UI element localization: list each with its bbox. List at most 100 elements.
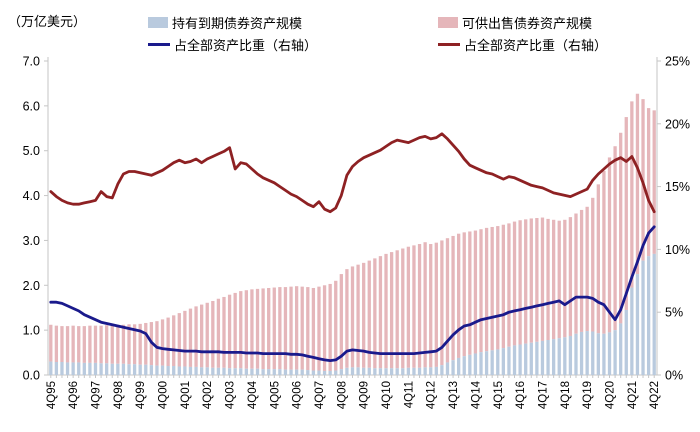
- bar-htm: [267, 369, 271, 375]
- y-left-tick-label: 0.0: [23, 369, 40, 383]
- bar-afs: [563, 219, 567, 338]
- bar-afs: [255, 288, 260, 369]
- legend-label: 占全部资产比重（右轴）: [464, 38, 608, 53]
- y-left-tick-label: 2.0: [23, 279, 40, 293]
- bar-htm: [177, 366, 181, 375]
- bar-htm: [339, 369, 343, 375]
- legend-swatch-htm-bar-icon: [148, 17, 168, 28]
- bar-afs: [138, 323, 142, 365]
- bar-afs: [127, 324, 131, 365]
- x-tick-label: 4Q15: [493, 381, 505, 409]
- y-left-tick-label: 1.0: [23, 324, 40, 338]
- x-tick-label: 4Q01: [180, 381, 192, 409]
- bar-htm: [440, 365, 444, 375]
- x-tick-label: 4Q18: [560, 381, 572, 409]
- bar-afs: [362, 262, 366, 368]
- bar-afs: [468, 231, 472, 355]
- bar-htm: [261, 369, 265, 375]
- bar-afs: [261, 288, 265, 370]
- legend-swatch-afs-bar-icon: [438, 17, 458, 28]
- bar-htm: [211, 367, 215, 375]
- bar-htm: [183, 366, 187, 375]
- bar-htm: [172, 366, 176, 375]
- bar-htm: [110, 363, 114, 375]
- bar-htm: [121, 363, 126, 375]
- bar-afs: [239, 291, 243, 369]
- x-tick-label: 4Q04: [247, 380, 259, 409]
- bar-htm: [613, 330, 617, 375]
- bar-htm: [602, 333, 606, 375]
- bar-afs: [652, 110, 656, 254]
- bar-afs: [579, 209, 584, 332]
- bar-htm: [105, 363, 109, 375]
- bar-htm: [65, 362, 70, 375]
- bar-afs: [155, 321, 159, 366]
- bar-afs: [60, 326, 64, 362]
- y-right-tick-label: 15%: [665, 180, 690, 194]
- bar-htm: [127, 364, 131, 375]
- bar-htm: [328, 370, 332, 375]
- bar-htm: [373, 368, 377, 375]
- bar-afs: [99, 325, 103, 364]
- x-tick-label: 4Q13: [448, 381, 460, 409]
- bar-htm: [574, 333, 578, 375]
- bar-afs: [105, 325, 109, 364]
- bar-htm: [652, 253, 656, 375]
- bar-htm: [607, 332, 612, 375]
- y-left-tick-label: 7.0: [23, 55, 40, 69]
- legend-item-afs-share-line: 占全部资产比重（右轴）: [438, 35, 607, 54]
- bar-htm: [132, 364, 137, 375]
- bar-htm: [490, 350, 494, 375]
- bar-htm: [451, 360, 455, 375]
- x-tick-label: 4Q21: [627, 381, 639, 409]
- bar-afs: [535, 218, 539, 342]
- bar-afs: [88, 325, 92, 363]
- y-left-tick-label: 3.0: [23, 234, 40, 248]
- bar-htm: [311, 370, 316, 375]
- bar-afs: [401, 248, 405, 369]
- bar-htm: [289, 369, 293, 375]
- bar-htm: [233, 368, 237, 375]
- bar-afs: [272, 287, 276, 370]
- bar-htm: [317, 370, 321, 375]
- bar-afs: [54, 325, 59, 362]
- bar-htm: [585, 331, 589, 375]
- bar-afs: [479, 229, 483, 353]
- bar-htm: [630, 287, 634, 375]
- bar-htm: [362, 367, 366, 375]
- x-tick-label: 4Q96: [68, 381, 80, 409]
- bar-htm: [144, 364, 148, 375]
- bar-htm: [591, 331, 595, 375]
- bar-afs: [144, 322, 148, 365]
- bar-afs: [183, 310, 187, 367]
- bar-afs: [440, 240, 444, 366]
- bar-afs: [423, 242, 427, 368]
- bar-afs: [132, 324, 137, 365]
- bar-afs: [646, 108, 651, 257]
- bar-htm: [512, 345, 517, 375]
- legend-swatch-afs-line-icon: [438, 43, 460, 46]
- bar-afs: [373, 258, 377, 369]
- y-left-tick-label: 5.0: [23, 144, 40, 158]
- bar-htm: [272, 369, 276, 375]
- x-tick-label: 4Q10: [381, 381, 393, 409]
- bar-afs: [350, 266, 355, 368]
- bar-afs: [244, 290, 248, 369]
- bar-htm: [149, 365, 154, 375]
- bar-htm: [227, 368, 232, 375]
- bar-htm: [199, 367, 204, 375]
- bar-htm: [434, 366, 438, 375]
- bar-afs: [496, 226, 500, 350]
- bar-afs: [490, 226, 494, 351]
- bar-afs: [406, 246, 411, 368]
- x-tick-label: 4Q98: [113, 381, 125, 409]
- legend-label: 可供出售债券资产规模: [462, 16, 593, 31]
- bar-afs: [630, 101, 634, 288]
- bar-afs: [300, 286, 304, 370]
- bar-afs: [635, 93, 640, 275]
- x-tick-label: 4Q14: [470, 380, 482, 409]
- bar-htm: [93, 362, 98, 375]
- bar-afs: [429, 244, 433, 368]
- bar-htm: [412, 367, 416, 375]
